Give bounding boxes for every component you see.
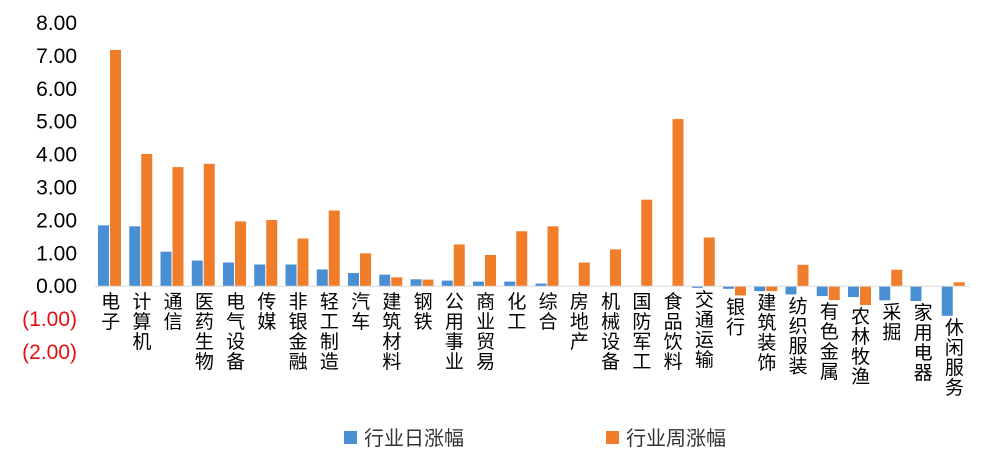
- bar-weekly: [641, 199, 653, 287]
- bar-daily: [191, 260, 203, 287]
- x-tick-label: 传媒: [257, 291, 276, 333]
- bar-weekly: [703, 237, 715, 287]
- bar-weekly: [797, 264, 809, 287]
- bar-weekly: [828, 286, 840, 301]
- legend-swatch-daily: [344, 431, 357, 444]
- x-tick-label: 医药生物: [195, 291, 214, 373]
- bar-daily: [535, 283, 547, 287]
- bar-daily: [160, 251, 172, 287]
- bar-weekly: [610, 249, 621, 287]
- bar-weekly: [110, 49, 121, 287]
- x-tick-label: 机械设备: [601, 291, 620, 373]
- y-tick-label: 4.00: [36, 144, 77, 167]
- x-tick-label: 交通运输: [695, 289, 714, 371]
- x-tick-label: 商业贸易: [476, 291, 495, 373]
- x-tick-label: 钢铁: [414, 291, 433, 333]
- bar-weekly: [516, 231, 528, 287]
- bar-daily: [754, 286, 766, 292]
- x-tick-label: 计算机: [132, 291, 151, 353]
- bar-daily: [473, 281, 484, 287]
- bar-daily: [98, 225, 109, 287]
- bar-weekly: [172, 167, 184, 287]
- bar-weekly: [235, 221, 246, 287]
- legend-label-daily: 行业日涨幅: [364, 426, 464, 450]
- y-axis: 8.00 7.00 6.00 5.00 4.00 3.00 2.00 1.00 0.00 (1.0…: [22, 12, 77, 364]
- bar-weekly: [360, 253, 371, 287]
- bar-weekly: [266, 220, 278, 287]
- bar-weekly: [422, 279, 434, 287]
- x-tick-label: 通信: [164, 291, 183, 333]
- bar-weekly: [578, 262, 590, 287]
- x-axis: 电子计算机通信医药生物电气设备传媒非银金融轻工制造汽车建筑材料钢铁公用事业商业贸…: [101, 289, 964, 399]
- bar-daily: [223, 262, 234, 287]
- y-tick-label: (1.00): [22, 308, 77, 331]
- x-tick-label: 汽车: [351, 291, 370, 333]
- bar-daily: [785, 286, 797, 295]
- bar-weekly: [735, 286, 746, 296]
- y-tick-label: 0.00: [36, 275, 77, 298]
- x-tick-label: 银行: [726, 296, 745, 338]
- x-tick-label: 有色金属: [820, 301, 839, 383]
- x-tick-label: 建筑材料: [382, 291, 401, 373]
- bar-weekly: [547, 226, 559, 287]
- legend-swatch-weekly: [606, 431, 619, 444]
- x-tick-label: 休闲服务: [945, 317, 964, 399]
- x-tick-label: 公用事业: [445, 291, 464, 373]
- x-tick-label: 综合: [539, 291, 558, 333]
- x-tick-label: 食品饮料: [664, 291, 683, 373]
- y-tick-label: 1.00: [36, 242, 77, 265]
- bar-daily: [848, 286, 859, 298]
- x-tick-label: 化工: [507, 291, 526, 333]
- bar-weekly: [141, 153, 153, 287]
- bars: [95, 49, 970, 316]
- x-tick-label: 国防军工: [632, 291, 651, 373]
- y-tick-label: 5.00: [36, 111, 77, 134]
- y-tick-label: 8.00: [36, 12, 77, 35]
- x-tick-label: 纺织服装: [789, 295, 808, 377]
- bar-daily: [941, 286, 953, 316]
- bar-daily: [910, 286, 922, 302]
- bar-daily: [816, 286, 828, 297]
- bar-daily: [254, 264, 266, 287]
- bar-daily: [316, 269, 328, 287]
- bar-daily: [348, 273, 359, 287]
- x-tick-label: 电子: [101, 291, 120, 333]
- bar-daily: [441, 280, 453, 287]
- bar-daily: [723, 286, 734, 289]
- legend-label-weekly: 行业周涨幅: [626, 426, 726, 450]
- bar-weekly: [453, 244, 465, 287]
- x-tick-label: 农林牧渔: [851, 306, 870, 388]
- bar-weekly: [672, 119, 684, 287]
- y-tick-label: 3.00: [36, 177, 77, 200]
- bar-weekly: [297, 238, 309, 287]
- x-tick-label: 轻工制造: [320, 291, 339, 373]
- bar-weekly: [953, 282, 965, 287]
- x-tick-label: 采掘: [882, 301, 901, 343]
- x-tick-label: 家用电器: [914, 302, 933, 384]
- x-tick-label: 房地产: [570, 291, 589, 353]
- y-tick-label: 7.00: [36, 45, 77, 68]
- bar-weekly: [891, 269, 903, 287]
- bar-daily: [379, 274, 391, 287]
- bar-daily: [879, 286, 891, 301]
- bar-weekly: [766, 286, 778, 292]
- legend: 行业日涨幅 行业周涨幅: [344, 426, 726, 450]
- bar-daily: [129, 226, 141, 287]
- y-tick-label: (2.00): [22, 341, 77, 364]
- x-tick-label: 非银金融: [289, 291, 308, 373]
- x-tick-label: 电气设备: [226, 291, 245, 373]
- bar-weekly: [860, 286, 871, 305]
- bar-weekly: [391, 277, 403, 287]
- y-tick-label: 6.00: [36, 78, 77, 101]
- bar-daily: [504, 281, 516, 287]
- bar-daily: [410, 279, 422, 287]
- y-tick-label: 2.00: [36, 209, 77, 232]
- bar-weekly: [328, 210, 340, 287]
- x-tick-label: 建筑装饰: [757, 292, 776, 374]
- bar-daily: [285, 264, 297, 287]
- bar-weekly: [485, 254, 496, 287]
- bar-weekly: [203, 163, 215, 287]
- bar-daily: [691, 286, 703, 288]
